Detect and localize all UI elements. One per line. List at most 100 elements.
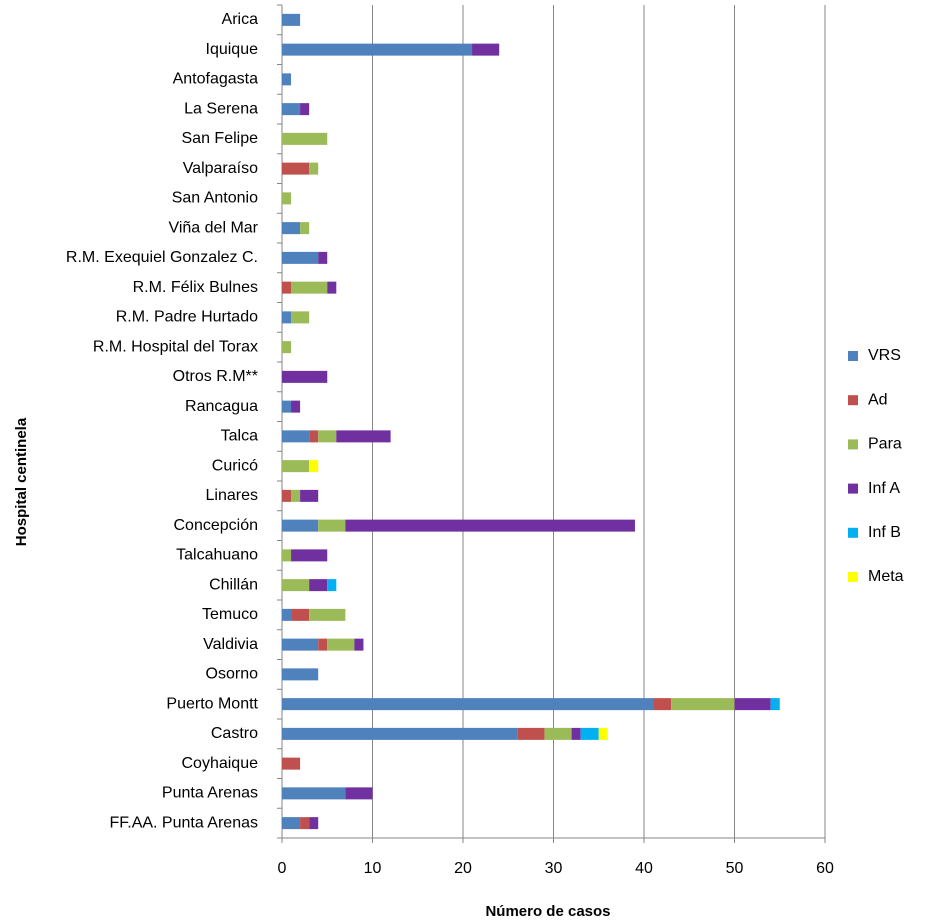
- bar-segment: [282, 13, 301, 26]
- bar-segment: [300, 817, 310, 830]
- y-tick-label: Viña del Mar: [168, 219, 258, 236]
- legend-swatch: [848, 483, 858, 494]
- bar-segment: [291, 311, 310, 324]
- legend-swatch: [848, 395, 858, 406]
- y-tick-label: Linares: [206, 487, 258, 504]
- bar-segment: [671, 698, 735, 711]
- legend-label: VRS: [868, 347, 901, 364]
- y-tick-label: Talca: [221, 428, 258, 445]
- y-tick-label: FF.AA. Punta Arenas: [109, 814, 258, 831]
- bar-segment: [282, 103, 301, 116]
- y-tick-label: Arica: [222, 11, 259, 28]
- bar-segment: [282, 192, 292, 205]
- bar-segment: [282, 757, 301, 770]
- bar-segment: [282, 727, 518, 740]
- y-tick-label: R.M. Exequiel Gonzalez C.: [66, 249, 258, 266]
- bar-segment: [282, 132, 328, 145]
- bar-segment: [318, 519, 346, 532]
- y-tick-label: Punta Arenas: [162, 785, 258, 802]
- bar-segment: [282, 608, 292, 621]
- legend-swatch: [848, 527, 858, 538]
- bar-segment: [282, 162, 310, 175]
- y-axis-title: Hospital centinela: [13, 417, 30, 546]
- bar-segment: [345, 519, 635, 532]
- bar-segment: [300, 103, 310, 116]
- y-tick-label: Valdivia: [203, 636, 258, 653]
- y-tick-label: La Serena: [184, 100, 258, 117]
- bar-segment: [770, 698, 780, 711]
- bar-segment: [282, 489, 292, 502]
- y-tick-label: Iquique: [206, 41, 259, 58]
- bar-segment: [653, 698, 672, 711]
- y-tick-label: Valparaíso: [183, 160, 258, 177]
- bar-segment: [282, 311, 292, 324]
- y-tick-label: Temuco: [202, 606, 258, 623]
- bar-segment: [517, 727, 545, 740]
- legend-label: Inf B: [868, 524, 901, 541]
- bar-segment: [282, 787, 346, 800]
- y-tick-label: Concepción: [174, 517, 259, 534]
- bar-segment: [309, 608, 346, 621]
- y-tick-label: Castro: [211, 725, 258, 742]
- bar-segment: [291, 281, 328, 294]
- x-tick-label: 10: [364, 860, 382, 877]
- bar-segment: [282, 579, 310, 592]
- bar-segment: [282, 251, 319, 264]
- legend-label: Meta: [868, 568, 904, 585]
- bar-segment: [282, 519, 319, 532]
- y-tick-label: Otros R.M**: [173, 368, 258, 385]
- bar-segment: [282, 73, 292, 86]
- bar-segment: [282, 281, 292, 294]
- legend-label: Inf A: [868, 480, 900, 497]
- bar-segment: [571, 727, 581, 740]
- bar-segment: [282, 370, 328, 383]
- y-tick-label: Rancagua: [185, 398, 258, 415]
- y-tick-label: San Antonio: [172, 190, 258, 207]
- bar-segment: [472, 43, 500, 56]
- bar-segment: [291, 400, 301, 413]
- bar-segment: [282, 460, 310, 473]
- bar-segment: [318, 251, 328, 264]
- bar-segment: [291, 549, 328, 562]
- bar-segment: [282, 698, 654, 711]
- bar-segment: [282, 43, 473, 56]
- bar-segment: [282, 430, 310, 443]
- y-tick-label: R.M. Hospital del Torax: [93, 338, 258, 355]
- y-tick-label: Curicó: [212, 457, 258, 474]
- y-tick-label: Coyhaique: [182, 755, 259, 772]
- bar-segment: [282, 668, 319, 681]
- legend-label: Para: [868, 436, 902, 453]
- x-tick-label: 60: [816, 860, 834, 877]
- bar-segment: [282, 400, 292, 413]
- bar-segment: [291, 608, 310, 621]
- legend-swatch: [848, 439, 858, 450]
- bar-segment: [734, 698, 771, 711]
- bar-segment: [309, 817, 319, 830]
- legend-swatch: [848, 572, 858, 582]
- bar-segment: [282, 341, 292, 354]
- bar-segment: [291, 489, 301, 502]
- y-tick-label: Osorno: [206, 666, 259, 683]
- x-tick-label: 0: [278, 860, 287, 877]
- y-tick-label: R.M. Félix Bulnes: [133, 279, 258, 296]
- bar-segment: [327, 579, 337, 592]
- bar-segment: [336, 430, 391, 443]
- bar-segment: [309, 162, 319, 175]
- bar-segment: [282, 549, 292, 562]
- bar-segment: [318, 638, 328, 651]
- y-tick-label: R.M. Padre Hurtado: [116, 309, 258, 326]
- bar-segment: [309, 579, 328, 592]
- bar-segment: [282, 638, 319, 651]
- bar-segment: [354, 638, 364, 651]
- bar-segment: [327, 638, 355, 651]
- bar-segment: [282, 222, 301, 235]
- bar-segment: [309, 430, 319, 443]
- bar-segment: [318, 430, 337, 443]
- bar-segment: [309, 460, 319, 473]
- y-tick-label: Antofagasta: [173, 71, 259, 88]
- x-tick-label: 30: [545, 860, 563, 877]
- bar-segment: [580, 727, 599, 740]
- legend-swatch: [848, 351, 858, 361]
- y-tick-label: Chillán: [209, 576, 258, 593]
- legend-label: Ad: [868, 391, 888, 408]
